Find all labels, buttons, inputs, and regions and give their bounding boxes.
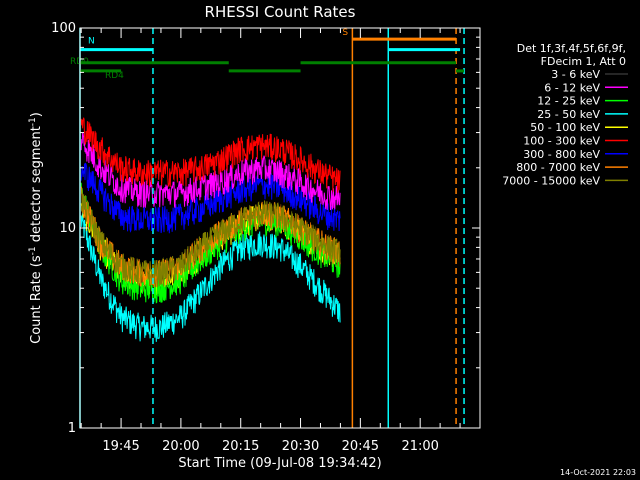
legend-entry: 50 - 100 keV bbox=[530, 121, 600, 134]
x-tick-label: 19:45 bbox=[102, 439, 139, 454]
x-tick-label: 20:30 bbox=[282, 439, 319, 454]
series-line bbox=[80, 193, 341, 288]
legend-header: Det 1f,3f,4f,5f,6f,9f, bbox=[517, 42, 626, 55]
x-tick-label: 20:45 bbox=[342, 439, 379, 454]
legend-entry: 12 - 25 keV bbox=[537, 95, 600, 108]
y-tick-label: 100 bbox=[51, 21, 76, 36]
legend-entry: 3 - 6 keV bbox=[551, 68, 600, 81]
legend-entry: 100 - 300 keV bbox=[523, 135, 600, 148]
flag-label: S bbox=[342, 28, 348, 38]
y-axis-label-part: detector segment bbox=[29, 126, 44, 246]
legend-entry: 25 - 50 keV bbox=[537, 108, 600, 121]
series-line bbox=[80, 132, 341, 211]
flag-label: RD4 bbox=[105, 71, 124, 81]
series-line bbox=[80, 117, 341, 193]
legend-entry: 7000 - 15000 keV bbox=[502, 174, 600, 187]
y-axis-label-part: Count Rate (s bbox=[29, 255, 44, 344]
series-line bbox=[80, 211, 341, 342]
y-axis-label: Count Rate (s-1 detector segment-1) bbox=[28, 112, 44, 344]
y-axis-label-part: ) bbox=[29, 112, 44, 117]
legend-entry: 6 - 12 keV bbox=[544, 81, 600, 94]
flag-label: N bbox=[88, 37, 95, 47]
legend-entry: 300 - 800 keV bbox=[523, 148, 600, 161]
y-tick-label: 1 bbox=[68, 421, 76, 436]
legend: Det 1f,3f,4f,5f,6f,9f,FDecim 1, Att 03 -… bbox=[502, 42, 628, 187]
timestamp: 14-Oct-2021 22:03 bbox=[560, 468, 636, 477]
x-tick-label: 20:15 bbox=[222, 439, 259, 454]
y-axis-label-sup: -1 bbox=[28, 117, 38, 126]
y-axis-label-sup: -1 bbox=[28, 246, 38, 255]
chart-title: RHESSI Count Rates bbox=[205, 3, 356, 21]
axes: 1 10 100 19:45 20:00 20:15 20:30 20:45 21:00 bbox=[51, 21, 481, 454]
y-tick-label: 10 bbox=[59, 221, 76, 236]
x-tick-label: 20:00 bbox=[162, 439, 199, 454]
series-line bbox=[80, 162, 341, 234]
legend-entry: 800 - 7000 keV bbox=[516, 161, 600, 174]
legend-header: FDecim 1, Att 0 bbox=[541, 55, 626, 68]
x-tick-label: 21:00 bbox=[401, 439, 438, 454]
x-axis-label: Start Time (09-Jul-08 19:34:42) bbox=[178, 456, 381, 471]
